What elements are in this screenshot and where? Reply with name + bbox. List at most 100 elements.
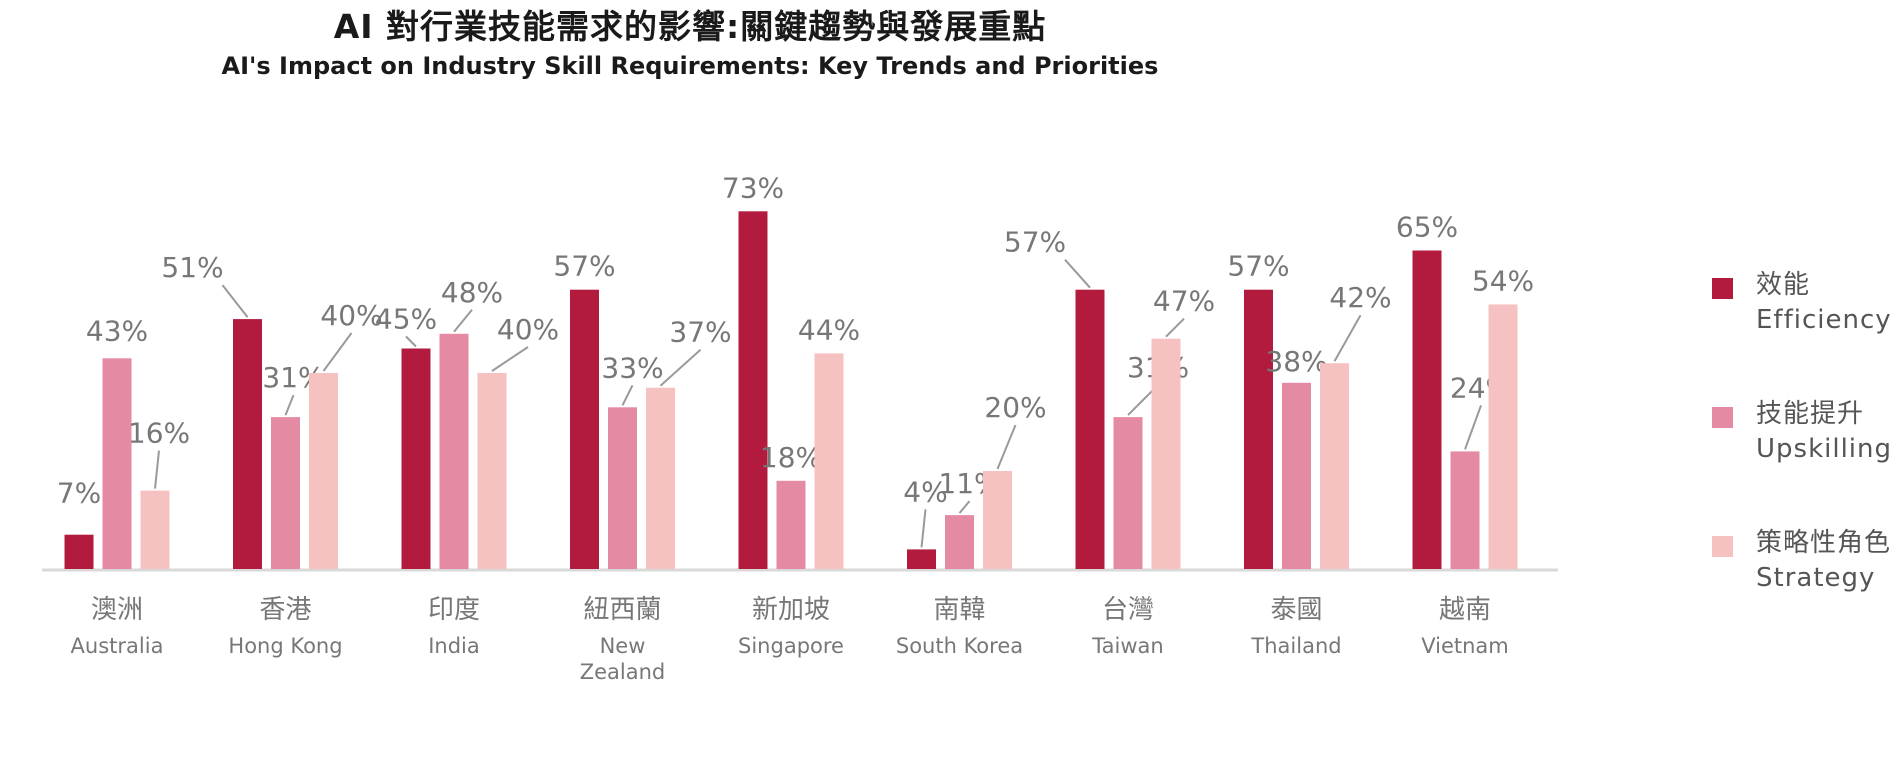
legend-label-en: Strategy (1756, 563, 1876, 593)
legend-item-upskilling: 技能提升 Upskilling (1712, 397, 1892, 467)
data-label-thailand-strategy: 42% (1329, 281, 1391, 314)
legend-label-en: Upskilling (1756, 434, 1893, 464)
bar-south-korea-upskilling (945, 515, 974, 569)
data-label-thailand-upskilling: 38% (1265, 345, 1327, 378)
leader-line (491, 346, 529, 372)
category-label-zh-india: 印度 (428, 595, 480, 625)
category-label-en-thailand: Thailand (1250, 634, 1341, 658)
data-label-australia-strategy: 16% (128, 417, 190, 450)
category-label-en-new-zealand: New (600, 634, 646, 658)
bar-new-zealand-strategy (646, 387, 675, 569)
data-label-vietnam-strategy: 54% (1472, 264, 1534, 297)
chart-title: AI 對行業技能需求的影響:關鍵趨勢與發展重點 (333, 7, 1047, 46)
data-label-south-korea-strategy: 20% (984, 391, 1046, 424)
category-label-en-singapore: Singapore (738, 634, 844, 658)
category-label-zh-australia: 澳洲 (91, 595, 143, 625)
bar-india-upskilling (439, 333, 469, 569)
data-label-australia-upskilling: 43% (86, 314, 148, 347)
data-label-india-strategy: 40% (497, 313, 559, 346)
category-label-zh-thailand: 泰國 (1270, 595, 1322, 625)
leader-line (621, 384, 634, 406)
category-label-en-taiwan: Taiwan (1091, 634, 1163, 658)
category-label-en-australia: Australia (71, 634, 164, 658)
leader-line (284, 394, 295, 416)
leader-line (453, 309, 473, 333)
bar-hong-kong-upskilling (271, 417, 300, 569)
data-label-hong-kong-strategy: 40% (320, 299, 382, 332)
data-label-south-korea-efficiency: 4% (903, 475, 947, 508)
bar-vietnam-strategy (1488, 304, 1518, 569)
leader-line (659, 348, 702, 387)
data-label-singapore-efficiency: 73% (722, 171, 784, 204)
legend-label-en: Efficiency (1756, 305, 1892, 335)
bar-india-strategy (477, 373, 507, 569)
data-label-singapore-strategy: 44% (798, 313, 860, 346)
category-label-zh-hong-kong: 香港 (259, 595, 311, 625)
category-label-zh-vietnam: 越南 (1439, 595, 1491, 625)
bar-thailand-efficiency (1244, 289, 1273, 569)
leader-line (1165, 317, 1185, 338)
category-label-en-new-zealand: Zealand (580, 660, 666, 684)
data-label-thailand-efficiency: 57% (1227, 250, 1289, 283)
bar-south-korea-strategy (983, 471, 1012, 569)
bar-new-zealand-upskilling (608, 407, 637, 569)
bar-south-korea-efficiency (907, 549, 936, 569)
leader-line (221, 284, 249, 318)
bar-hong-kong-strategy (309, 373, 338, 569)
data-label-hong-kong-efficiency: 51% (161, 251, 223, 284)
leader-line (1464, 405, 1482, 450)
bar-singapore-efficiency (738, 211, 768, 570)
data-label-taiwan-efficiency: 57% (1004, 226, 1066, 259)
bar-australia-upskilling (102, 358, 132, 569)
category-label-zh-taiwan: 台灣 (1102, 595, 1154, 625)
bar-vietnam-upskilling (1450, 451, 1480, 569)
legend-swatch-strategy (1712, 536, 1733, 557)
leader-line (996, 424, 1017, 470)
leader-line (920, 509, 927, 548)
category-label-zh-singapore: 新加坡 (752, 595, 830, 625)
bar-india-efficiency (401, 348, 431, 569)
data-label-new-zealand-efficiency: 57% (553, 250, 615, 283)
leader-line (958, 500, 971, 514)
legend-label-zh: 效能 (1756, 270, 1811, 300)
data-label-india-upskilling: 48% (441, 276, 503, 309)
data-label-singapore-upskilling: 18% (760, 441, 822, 474)
legend-item-efficiency: 效能 Efficiency (1712, 268, 1892, 338)
data-label-india-efficiency: 45% (375, 303, 437, 336)
category-label-en-india: India (428, 634, 480, 658)
leader-line (1333, 314, 1362, 362)
legend-label-zh: 策略性角色 (1756, 528, 1892, 558)
category-label-en-hong-kong: Hong Kong (228, 634, 342, 658)
leader-line (1064, 259, 1091, 289)
category-label-zh-south-korea: 南韓 (933, 595, 985, 625)
chart-subtitle: AI's Impact on Industry Skill Requiremen… (221, 52, 1159, 80)
bar-thailand-strategy (1320, 363, 1349, 569)
data-label-new-zealand-upskilling: 33% (601, 351, 663, 384)
leader-line (154, 450, 160, 489)
bar-vietnam-efficiency (1412, 250, 1442, 569)
data-label-vietnam-efficiency: 65% (1396, 211, 1458, 244)
bar-taiwan-strategy (1151, 338, 1181, 569)
legend-swatch-efficiency (1712, 278, 1733, 299)
bar-new-zealand-efficiency (570, 289, 599, 569)
data-label-australia-efficiency: 7% (57, 477, 101, 510)
bar-singapore-strategy (814, 353, 844, 569)
legend-label-zh: 技能提升 (1756, 399, 1865, 429)
data-label-new-zealand-strategy: 37% (669, 316, 731, 349)
data-label-taiwan-strategy: 47% (1153, 285, 1215, 318)
bar-taiwan-upskilling (1113, 417, 1143, 569)
leader-line (322, 332, 353, 372)
bar-thailand-upskilling (1282, 382, 1311, 569)
legend-item-strategy: 策略性角色 Strategy (1712, 526, 1891, 596)
bar-australia-strategy (140, 490, 170, 569)
category-label-zh-new-zealand: 紐西蘭 (583, 595, 661, 625)
category-label-en-vietnam: Vietnam (1421, 634, 1509, 658)
bar-australia-efficiency (64, 534, 94, 569)
bar-hong-kong-efficiency (233, 319, 262, 569)
category-label-en-south-korea: South Korea (896, 634, 1023, 658)
leader-line (405, 335, 417, 348)
bar-singapore-upskilling (776, 480, 806, 569)
legend-swatch-upskilling (1712, 407, 1733, 428)
bar-taiwan-efficiency (1075, 289, 1105, 569)
